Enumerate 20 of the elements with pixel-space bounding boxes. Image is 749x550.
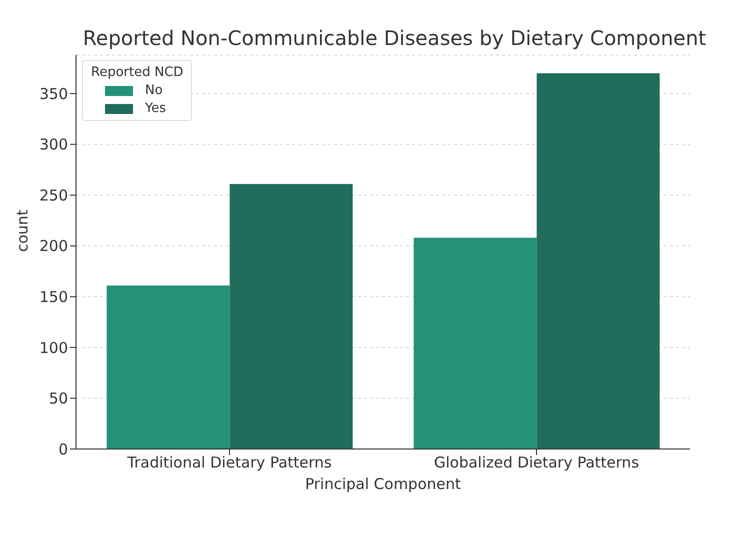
bar xyxy=(536,73,660,449)
legend-label: No xyxy=(145,83,163,98)
y-tick-label: 200 xyxy=(39,237,68,256)
y-axis-title: count xyxy=(13,210,32,252)
y-tick-label: 300 xyxy=(39,136,68,154)
y-tick-label: 50 xyxy=(48,390,68,408)
legend-title: Reported NCD xyxy=(91,65,184,80)
y-tick-label: 150 xyxy=(39,288,68,306)
chart-title: Reported Non-Communicable Diseases by Dietary Component xyxy=(82,26,708,50)
x-axis-title: Principal Component xyxy=(305,475,461,493)
y-tick-label: 0 xyxy=(58,440,68,458)
y-tick-label: 350 xyxy=(39,84,68,103)
bar xyxy=(230,184,353,449)
bar xyxy=(106,286,230,449)
bar xyxy=(414,238,537,449)
y-tick-label: 100 xyxy=(39,338,68,357)
x-tick-label: Globalized Dietary Patterns xyxy=(434,454,640,472)
legend-label: Yes xyxy=(145,101,166,116)
x-tick-label: Traditional Dietary Patterns xyxy=(126,454,332,472)
y-tick-label: 250 xyxy=(39,186,68,204)
